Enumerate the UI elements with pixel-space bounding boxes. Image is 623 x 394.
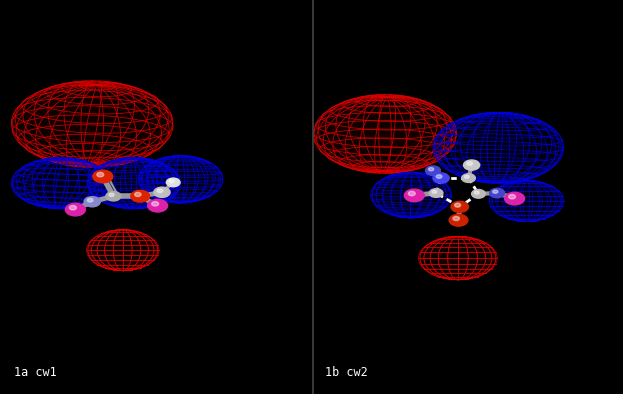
Circle shape <box>426 166 440 175</box>
Circle shape <box>493 190 498 193</box>
Circle shape <box>87 199 93 202</box>
Circle shape <box>451 201 468 212</box>
Circle shape <box>472 190 485 198</box>
Circle shape <box>464 175 469 178</box>
Circle shape <box>449 214 468 226</box>
Circle shape <box>462 174 475 182</box>
Circle shape <box>69 206 77 210</box>
Polygon shape <box>489 180 564 221</box>
Circle shape <box>151 202 159 206</box>
Circle shape <box>154 187 170 197</box>
Polygon shape <box>87 230 159 271</box>
Circle shape <box>135 192 141 197</box>
Circle shape <box>490 188 505 198</box>
Circle shape <box>436 175 442 178</box>
Circle shape <box>131 190 150 202</box>
Circle shape <box>97 173 104 177</box>
Polygon shape <box>11 81 173 167</box>
Circle shape <box>455 203 460 207</box>
Circle shape <box>404 189 424 202</box>
Circle shape <box>464 160 480 170</box>
Polygon shape <box>433 112 564 183</box>
Circle shape <box>408 191 416 196</box>
Polygon shape <box>419 236 497 280</box>
Circle shape <box>84 197 100 207</box>
Circle shape <box>109 193 114 197</box>
Text: 1b cw2: 1b cw2 <box>325 366 368 379</box>
Polygon shape <box>87 158 181 209</box>
Text: 1a cw1: 1a cw1 <box>14 366 57 379</box>
Circle shape <box>432 190 437 193</box>
Circle shape <box>166 178 180 187</box>
Polygon shape <box>371 172 452 218</box>
Circle shape <box>429 167 434 171</box>
Circle shape <box>65 203 85 216</box>
Circle shape <box>474 191 479 194</box>
Circle shape <box>157 189 163 193</box>
Circle shape <box>453 216 459 221</box>
Circle shape <box>467 162 472 165</box>
Polygon shape <box>313 95 457 173</box>
Circle shape <box>433 173 449 183</box>
Circle shape <box>429 189 443 197</box>
Circle shape <box>169 180 174 183</box>
Circle shape <box>505 192 525 205</box>
Polygon shape <box>138 156 223 203</box>
Circle shape <box>508 195 516 199</box>
Polygon shape <box>11 158 111 209</box>
Circle shape <box>106 191 121 201</box>
Circle shape <box>148 199 168 212</box>
Circle shape <box>93 170 113 183</box>
